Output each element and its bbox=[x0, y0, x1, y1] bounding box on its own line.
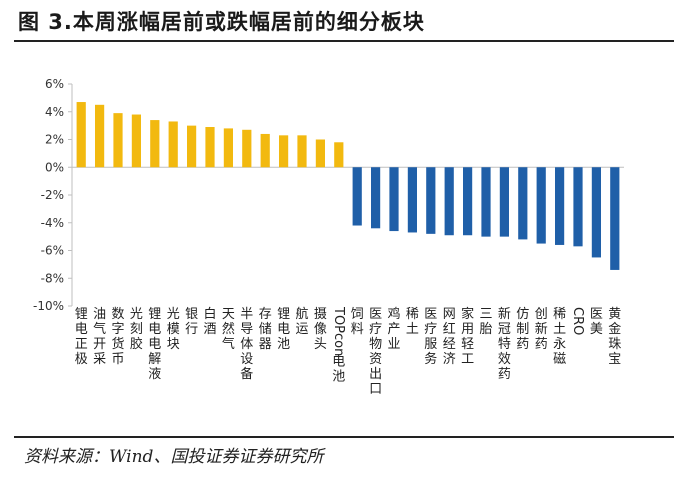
bar-黄金珠宝 bbox=[610, 167, 620, 270]
bar-家用轻工 bbox=[463, 167, 473, 236]
bar-银行 bbox=[187, 125, 197, 168]
chart-container: 6% 4% 2% 0% -2% -4% -6% -8% -10% 锂电正极 油气开采 数字货币 光刻胶锂… bbox=[10, 48, 682, 430]
x-category-label: 医疗服务 bbox=[424, 307, 437, 367]
bar-数字货币 bbox=[113, 113, 123, 168]
bar-TOPcon电池 bbox=[334, 142, 344, 168]
bar-稀土永磁 bbox=[555, 167, 565, 245]
y-tick-label: -6% bbox=[41, 244, 64, 258]
x-category-label: 医疗物资出口 bbox=[369, 307, 382, 397]
x-category-label: 锂电池 bbox=[277, 307, 290, 352]
y-tick-label: 4% bbox=[45, 105, 64, 119]
bar-航运 bbox=[297, 135, 307, 168]
bar-油气开采 bbox=[95, 104, 105, 168]
bar-医美 bbox=[591, 167, 601, 258]
bar-CRO bbox=[573, 167, 583, 247]
bar-锂电电解液 bbox=[150, 120, 160, 168]
x-category-label: 存储器 bbox=[259, 307, 272, 352]
x-category-label: 银行 bbox=[185, 307, 198, 337]
title-divider bbox=[14, 40, 674, 42]
bar-光模块 bbox=[168, 121, 178, 168]
x-category-label: 锂电正极 bbox=[75, 307, 88, 367]
x-category-label: 光刻胶 bbox=[130, 307, 143, 352]
x-category-label: 油气开采 bbox=[93, 307, 106, 367]
y-tick-label: 0% bbox=[45, 160, 64, 174]
y-tick-label: -10% bbox=[33, 299, 64, 313]
bar-网红经济 bbox=[444, 167, 454, 236]
x-category-label-latin: CRO bbox=[570, 307, 585, 335]
y-tick-label: 2% bbox=[45, 133, 64, 147]
bar-白酒 bbox=[205, 127, 215, 168]
bar-摄像头 bbox=[315, 139, 325, 168]
x-category-label: 医美 bbox=[590, 307, 603, 337]
x-category-label: 仿制药 bbox=[516, 307, 529, 352]
x-category-label: 黄金珠宝 bbox=[608, 307, 621, 367]
bar-天然气 bbox=[223, 128, 233, 168]
x-category-label: 稀土永磁 bbox=[553, 307, 566, 367]
x-category-label: 网红经济 bbox=[443, 307, 456, 367]
bar-光刻胶 bbox=[131, 114, 141, 168]
bar-医疗物资出口 bbox=[371, 167, 381, 229]
x-category-label: 光模块 bbox=[167, 307, 180, 352]
x-category-label: 创新药 bbox=[535, 307, 548, 352]
bar-饲料 bbox=[352, 167, 362, 226]
bar-仿制药 bbox=[518, 167, 528, 240]
x-category-label: 锂电电解液 bbox=[148, 307, 161, 382]
bar-医疗服务 bbox=[426, 167, 436, 234]
x-category-label: 白酒 bbox=[203, 306, 216, 337]
x-category-label: 鸡产业 bbox=[387, 306, 400, 352]
x-category-label: 天然气 bbox=[222, 307, 235, 352]
source-divider bbox=[14, 436, 674, 438]
y-tick-label: -2% bbox=[41, 188, 64, 202]
x-category-label: 稀土 bbox=[406, 307, 419, 337]
x-category-label: 半导体设备 bbox=[240, 307, 253, 382]
bar-新冠特效药 bbox=[499, 167, 509, 237]
bar-锂电正极 bbox=[76, 102, 86, 168]
bar-三胎 bbox=[481, 167, 491, 237]
bar-chart: 6%4%2%0%-2%-4%-6%-8%-10%锂电正极油气开采数字货币光刻胶锂… bbox=[33, 77, 624, 397]
figure-title: 图 3.本周涨幅居前或跌幅居前的细分板块 bbox=[18, 10, 425, 34]
bar-创新药 bbox=[536, 167, 546, 244]
bar-半导体设备 bbox=[242, 129, 252, 168]
x-category-label: 摄像头 bbox=[314, 307, 327, 352]
bar-锂电池 bbox=[279, 135, 289, 168]
x-category-label: 三胎 bbox=[479, 307, 492, 337]
x-category-label: 饲料 bbox=[351, 307, 364, 337]
x-category-label: 数字货币 bbox=[111, 307, 124, 367]
bar-稀土 bbox=[407, 167, 417, 233]
y-tick-label: -8% bbox=[41, 271, 64, 285]
x-category-label: 航运 bbox=[295, 306, 308, 337]
x-category-label: 电池 bbox=[332, 355, 345, 385]
y-tick-label: 6% bbox=[45, 77, 64, 91]
x-category-label: 新冠特效药 bbox=[498, 306, 511, 382]
source-note: 资料来源：Wind、国投证券证券研究所 bbox=[24, 447, 324, 467]
bar-存储器 bbox=[260, 133, 270, 168]
x-category-label-latin: TOPcon bbox=[331, 306, 346, 356]
x-category-label: 家用轻工 bbox=[461, 306, 474, 367]
bar-鸡产业 bbox=[389, 167, 399, 232]
y-tick-label: -4% bbox=[41, 216, 64, 230]
